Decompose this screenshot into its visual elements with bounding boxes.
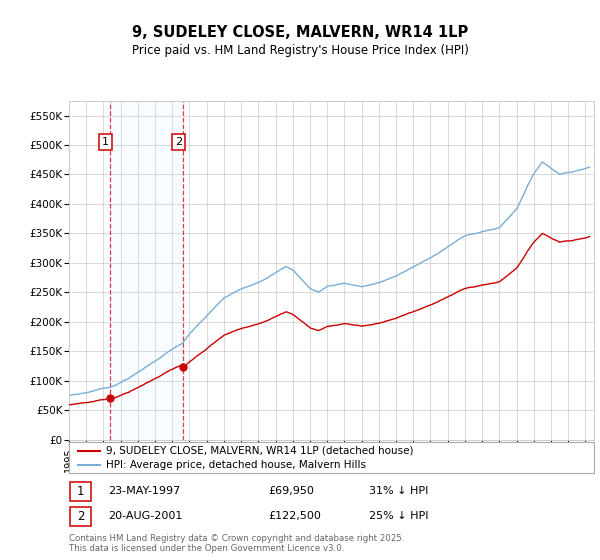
FancyBboxPatch shape — [70, 507, 91, 526]
Text: 2: 2 — [175, 137, 182, 147]
Text: 20-AUG-2001: 20-AUG-2001 — [108, 511, 182, 521]
Text: 1: 1 — [77, 484, 84, 498]
FancyBboxPatch shape — [69, 442, 594, 473]
Bar — [110, 101, 183, 440]
FancyBboxPatch shape — [70, 482, 91, 501]
Text: HPI: Average price, detached house, Malvern Hills: HPI: Average price, detached house, Malv… — [106, 460, 366, 470]
Text: 2: 2 — [77, 510, 84, 523]
Text: 9, SUDELEY CLOSE, MALVERN, WR14 1LP: 9, SUDELEY CLOSE, MALVERN, WR14 1LP — [132, 25, 468, 40]
Text: 9, SUDELEY CLOSE, MALVERN, WR14 1LP (detached house): 9, SUDELEY CLOSE, MALVERN, WR14 1LP (det… — [106, 446, 413, 456]
Text: £69,950: £69,950 — [268, 486, 314, 496]
Text: £122,500: £122,500 — [268, 511, 321, 521]
Text: 23-MAY-1997: 23-MAY-1997 — [108, 486, 180, 496]
Text: Contains HM Land Registry data © Crown copyright and database right 2025.
This d: Contains HM Land Registry data © Crown c… — [69, 534, 404, 553]
Text: 31% ↓ HPI: 31% ↓ HPI — [368, 486, 428, 496]
Text: 1: 1 — [102, 137, 109, 147]
Text: Price paid vs. HM Land Registry's House Price Index (HPI): Price paid vs. HM Land Registry's House … — [131, 44, 469, 57]
Text: 25% ↓ HPI: 25% ↓ HPI — [368, 511, 428, 521]
